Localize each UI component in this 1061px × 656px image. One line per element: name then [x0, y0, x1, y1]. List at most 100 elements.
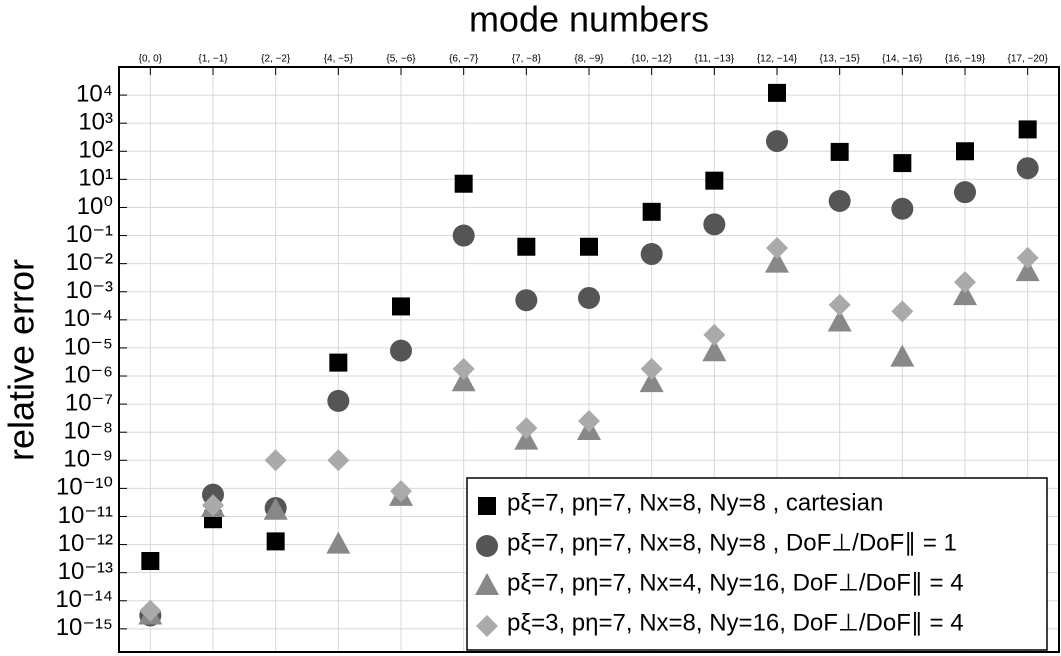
diamond-marker: [578, 410, 600, 433]
y-tick-label: 10⁻¹⁵: [56, 614, 113, 641]
x-tick-label: {17, −20}: [1008, 54, 1049, 65]
y-tick-label: 10⁰: [77, 193, 113, 220]
x-tick-label: {1, −1}: [198, 54, 228, 65]
circle-marker: [578, 286, 600, 309]
x-tick-label: {8, −9}: [574, 54, 604, 65]
square-marker: [392, 297, 410, 316]
circle-marker: [891, 197, 914, 220]
x-tick-label: {6, −7}: [449, 54, 479, 65]
diamond-marker: [327, 449, 350, 472]
circle-marker: [703, 213, 726, 236]
square-marker: [266, 532, 285, 551]
diamond-marker: [476, 615, 498, 637]
diamond-marker: [452, 357, 475, 380]
square-marker: [478, 497, 496, 515]
x-tick-label: {4, −5}: [324, 54, 354, 65]
x-tick-label: {16, −19}: [945, 54, 986, 65]
y-tick-label: 10²: [78, 137, 113, 164]
y-tick-label: 10⁻⁴: [63, 305, 113, 332]
diamond-marker: [515, 417, 538, 440]
y-tick-label: 10¹: [78, 165, 113, 192]
legend-box: [466, 477, 1048, 651]
square-marker: [454, 174, 473, 193]
triangle-marker: [702, 339, 727, 362]
triangle-marker: [1015, 259, 1040, 282]
diamond-marker: [766, 237, 788, 260]
y-tick-label: 10⁻¹⁰: [56, 474, 113, 501]
legend-label: pξ=7, pη=7, Nx=8, Ny=8 , cartesian: [507, 489, 883, 516]
circle-marker: [828, 189, 851, 212]
x-tick-label: {14, −16}: [882, 54, 923, 65]
x-tick-label: {5, −6}: [386, 54, 416, 65]
diamond-marker: [264, 449, 287, 472]
legend-label: pξ=3, pη=7, Nx=8, Ny=16, DoF⊥/DoF∥ = 4: [507, 609, 964, 636]
circle-marker: [390, 339, 412, 362]
y-tick-label: 10⁻⁸: [64, 418, 114, 445]
y-axis-label: relative error: [1, 259, 42, 461]
y-tick-label: 10⁻²: [66, 249, 113, 276]
diamond-marker: [1016, 246, 1039, 269]
square-marker: [893, 154, 912, 173]
x-tick-label: {10, −12}: [632, 54, 673, 65]
y-tick-label: 10⁻¹: [66, 221, 113, 248]
circle-marker: [515, 289, 538, 312]
triangle-marker: [639, 370, 664, 393]
circle-marker: [1016, 157, 1039, 180]
x-tick-label: {12, −14}: [757, 54, 798, 65]
square-marker: [329, 353, 348, 372]
y-tick-label: 10⁻⁶: [64, 361, 113, 388]
triangle-marker: [475, 573, 499, 595]
square-marker: [768, 83, 786, 102]
triangle-marker: [827, 309, 852, 332]
x-tick-label: {11, −13}: [695, 54, 735, 65]
y-tick-label: 10⁴: [76, 80, 113, 107]
diamond-marker: [390, 480, 412, 503]
chart-title: mode numbers: [469, 0, 709, 40]
y-tick-label: 10⁻⁵: [64, 333, 113, 360]
diamond-marker: [828, 293, 851, 316]
triangle-marker: [263, 497, 288, 520]
y-tick-label: 10⁻³: [66, 277, 113, 304]
y-tick-label: 10⁻¹⁴: [55, 586, 113, 613]
square-marker: [1018, 120, 1037, 139]
diamond-marker: [202, 494, 224, 517]
legend-label: pξ=7, pη=7, Nx=4, Ny=16, DoF⊥/DoF∥ = 4: [507, 569, 964, 596]
triangle-marker: [326, 531, 351, 554]
legend-label: pξ=7, pη=7, Nx=8, Ny=8 , DoF⊥/DoF∥ = 1: [507, 529, 957, 556]
y-tick-label: 10⁻⁷: [65, 389, 113, 416]
y-tick-label: 10⁻¹²: [58, 530, 113, 557]
triangle-marker: [765, 250, 789, 273]
legend: pξ=7, pη=7, Nx=8, Ny=8 , cartesian pξ=7, …: [466, 477, 1048, 651]
triangle-marker: [953, 283, 977, 306]
triangle-marker: [451, 369, 476, 392]
circle-marker: [766, 130, 788, 153]
x-tick-label: {0, 0}: [139, 54, 163, 65]
square-marker: [517, 237, 536, 256]
circle-marker: [476, 535, 498, 557]
diamond-marker: [891, 300, 914, 323]
x-tick-label: {2, −2}: [261, 54, 291, 65]
circle-marker: [327, 389, 350, 412]
diamond-marker: [139, 599, 162, 622]
circle-marker: [640, 243, 663, 266]
y-tick-label: 10⁻¹³: [58, 558, 113, 585]
plot-frame: [118, 66, 1060, 653]
circle-marker: [954, 181, 976, 204]
x-tick-label: {13, −15}: [820, 54, 861, 65]
square-marker: [956, 142, 974, 161]
x-tick-label: {7, −8}: [512, 54, 542, 65]
square-marker: [705, 171, 724, 190]
y-tick-label: 10⁻⁹: [63, 446, 113, 473]
triangle-marker: [890, 344, 915, 367]
diamond-marker: [640, 357, 663, 380]
square-marker: [141, 552, 160, 571]
y-tick-label: 10³: [78, 109, 113, 136]
square-marker: [830, 142, 849, 161]
circle-marker: [452, 224, 475, 247]
square-marker: [642, 202, 661, 221]
square-marker: [580, 237, 598, 256]
y-tick-label: 10⁻¹¹: [58, 502, 113, 529]
diamond-marker: [954, 271, 976, 294]
diamond-marker: [703, 323, 726, 346]
